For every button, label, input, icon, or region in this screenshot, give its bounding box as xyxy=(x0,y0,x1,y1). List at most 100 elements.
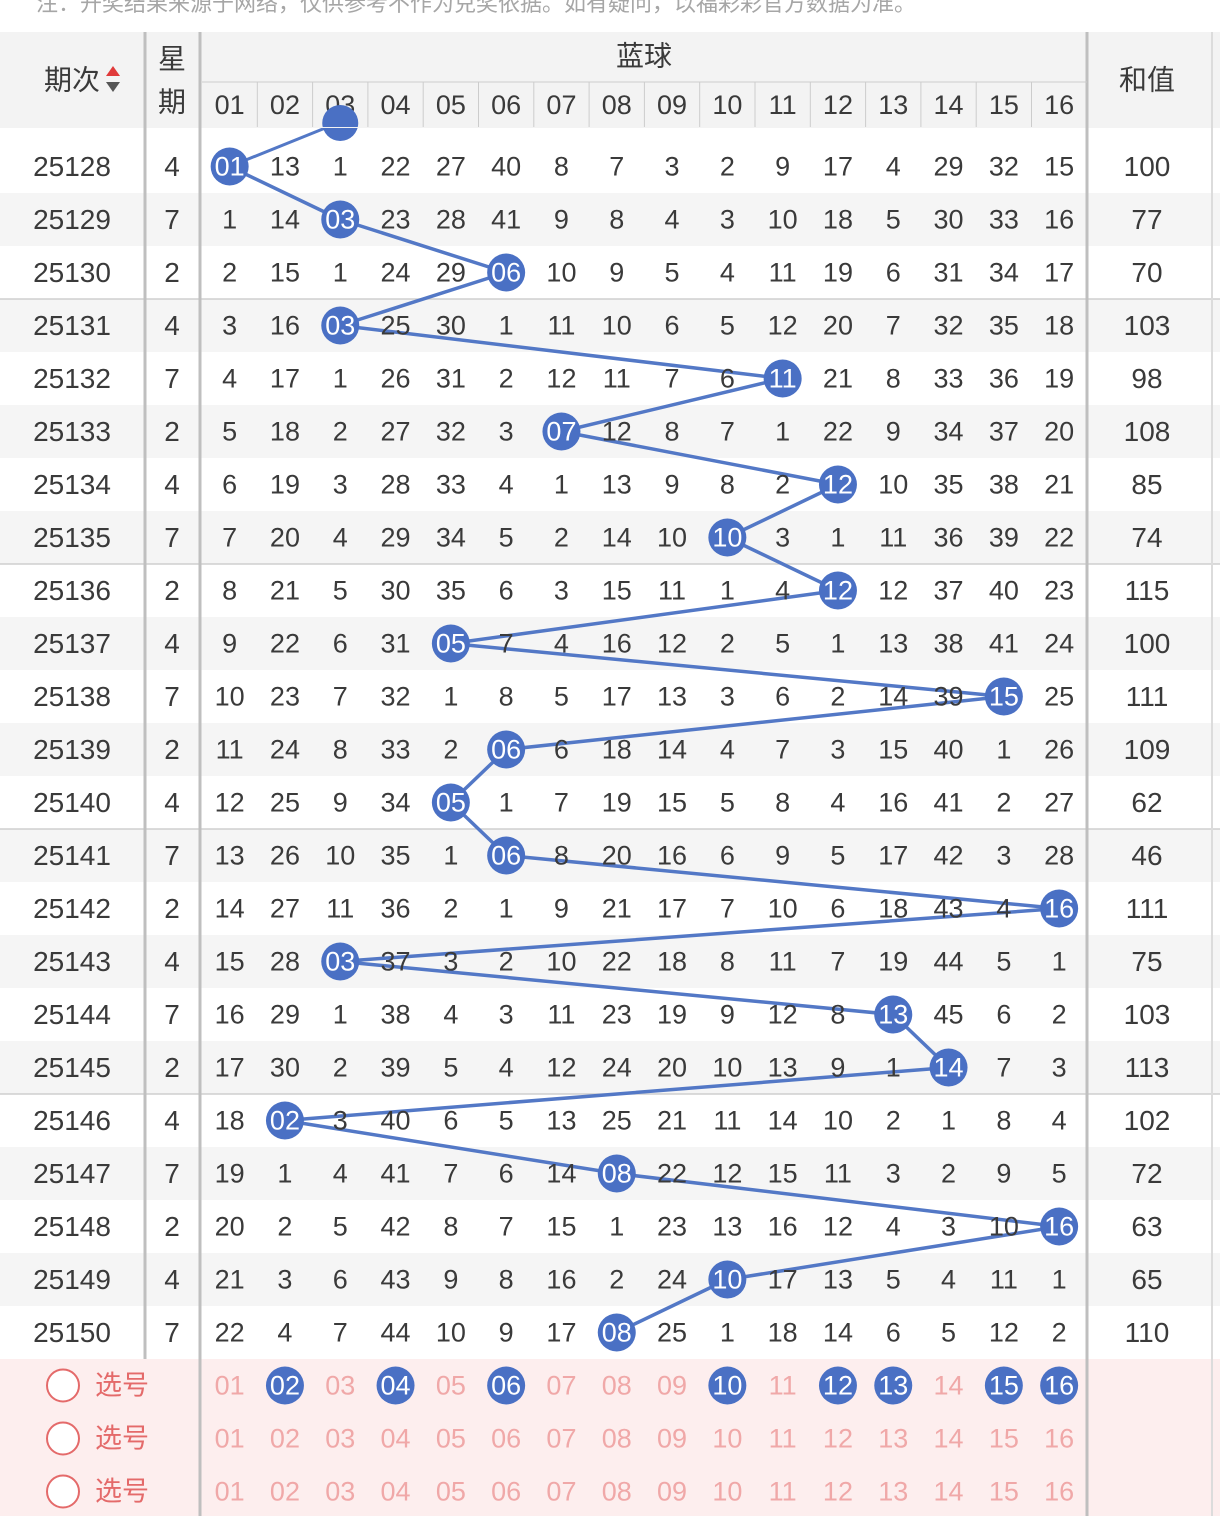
omission-value: 18 xyxy=(270,417,300,447)
select-number[interactable]: 08 xyxy=(602,1424,632,1454)
omission-value: 37 xyxy=(381,947,411,977)
selected-ball[interactable] xyxy=(708,1366,747,1405)
omission-value: 16 xyxy=(1044,205,1074,235)
select-number[interactable]: 15 xyxy=(989,1371,1019,1401)
select-number[interactable]: 13 xyxy=(878,1424,908,1454)
select-number[interactable]: 16 xyxy=(1044,1424,1074,1454)
select-number[interactable]: 07 xyxy=(546,1424,576,1454)
select-number[interactable]: 10 xyxy=(712,1371,742,1401)
omission-value: 2 xyxy=(333,1053,348,1083)
selected-ball[interactable] xyxy=(1040,1366,1079,1405)
select-label[interactable]: 选号 xyxy=(95,1477,149,1507)
select-number[interactable]: 06 xyxy=(491,1424,521,1454)
omission-value: 29 xyxy=(381,523,411,553)
weekday-value: 7 xyxy=(164,363,180,394)
column-number-header: 02 xyxy=(270,90,300,120)
select-number[interactable]: 09 xyxy=(657,1477,687,1507)
select-number[interactable]: 07 xyxy=(546,1371,576,1401)
blue-ball-number: 11 xyxy=(769,364,797,394)
select-radio[interactable] xyxy=(46,1368,80,1403)
select-number[interactable]: 13 xyxy=(878,1477,908,1507)
sort-up-down-icon[interactable] xyxy=(106,66,120,92)
select-number[interactable]: 11 xyxy=(769,1424,797,1454)
select-number[interactable]: 01 xyxy=(215,1371,245,1401)
sum-value: 70 xyxy=(1131,257,1162,288)
omission-value: 12 xyxy=(768,1000,798,1030)
omission-value: 5 xyxy=(886,1265,901,1295)
select-number[interactable]: 03 xyxy=(325,1424,355,1454)
blue-ball-marker xyxy=(818,465,857,504)
select-number[interactable]: 07 xyxy=(546,1477,576,1507)
select-number[interactable]: 16 xyxy=(1044,1477,1074,1507)
select-number[interactable]: 06 xyxy=(491,1371,521,1401)
weekday-value: 4 xyxy=(164,787,180,818)
omission-value: 11 xyxy=(603,364,631,394)
select-number[interactable]: 12 xyxy=(823,1477,853,1507)
select-number[interactable]: 13 xyxy=(878,1371,908,1401)
select-label[interactable]: 选号 xyxy=(95,1371,149,1401)
select-number[interactable]: 03 xyxy=(325,1477,355,1507)
selected-ball[interactable] xyxy=(818,1366,857,1405)
select-number[interactable]: 08 xyxy=(602,1477,632,1507)
select-number[interactable]: 09 xyxy=(657,1371,687,1401)
blue-ball-number: 14 xyxy=(934,1053,964,1083)
omission-value: 8 xyxy=(775,788,790,818)
select-radio[interactable] xyxy=(46,1474,80,1509)
selected-ball[interactable] xyxy=(265,1366,304,1405)
select-number[interactable]: 11 xyxy=(769,1371,797,1401)
blue-ball-marker xyxy=(487,253,526,292)
select-number[interactable]: 01 xyxy=(215,1477,245,1507)
select-number[interactable]: 04 xyxy=(381,1477,411,1507)
omission-value: 44 xyxy=(934,947,964,977)
omission-value: 32 xyxy=(934,311,964,341)
select-label[interactable]: 选号 xyxy=(95,1424,149,1454)
weekday-value: 2 xyxy=(164,734,180,765)
omission-value: 9 xyxy=(830,1053,845,1083)
omission-value: 4 xyxy=(222,364,237,394)
select-number[interactable]: 02 xyxy=(270,1477,300,1507)
table-row xyxy=(0,776,1220,829)
select-number[interactable]: 14 xyxy=(934,1371,964,1401)
omission-value: 2 xyxy=(499,364,514,394)
select-number[interactable]: 04 xyxy=(381,1424,411,1454)
select-number[interactable]: 03 xyxy=(325,1371,355,1401)
select-number[interactable]: 12 xyxy=(823,1424,853,1454)
omission-value: 2 xyxy=(333,417,348,447)
select-number[interactable]: 10 xyxy=(712,1424,742,1454)
selected-ball[interactable] xyxy=(487,1366,526,1405)
select-number[interactable]: 04 xyxy=(381,1371,411,1401)
select-number[interactable]: 16 xyxy=(1044,1371,1074,1401)
select-number[interactable]: 05 xyxy=(436,1371,466,1401)
period-header[interactable]: 期次 xyxy=(44,65,100,96)
omission-value: 15 xyxy=(657,788,687,818)
select-number[interactable]: 15 xyxy=(989,1424,1019,1454)
omission-value: 10 xyxy=(712,1053,742,1083)
selected-ball[interactable] xyxy=(376,1366,415,1405)
select-number[interactable]: 05 xyxy=(436,1424,466,1454)
select-number[interactable]: 10 xyxy=(712,1477,742,1507)
select-radio[interactable] xyxy=(46,1421,80,1456)
omission-value: 2 xyxy=(1052,1000,1067,1030)
select-number[interactable]: 14 xyxy=(934,1477,964,1507)
select-number[interactable]: 05 xyxy=(436,1477,466,1507)
select-number[interactable]: 15 xyxy=(989,1477,1019,1507)
select-number[interactable]: 09 xyxy=(657,1424,687,1454)
omission-value: 15 xyxy=(270,258,300,288)
omission-value: 17 xyxy=(1044,258,1074,288)
selected-ball[interactable] xyxy=(874,1366,913,1405)
omission-value: 10 xyxy=(325,841,355,871)
select-number[interactable]: 08 xyxy=(602,1371,632,1401)
omission-value: 14 xyxy=(823,1318,853,1348)
omission-value: 18 xyxy=(602,735,632,765)
selected-ball[interactable] xyxy=(984,1366,1023,1405)
select-number[interactable]: 14 xyxy=(934,1424,964,1454)
select-number[interactable]: 12 xyxy=(823,1371,853,1401)
select-number[interactable]: 01 xyxy=(215,1424,245,1454)
table-row xyxy=(0,723,1220,776)
select-number[interactable]: 11 xyxy=(769,1477,797,1507)
omission-value: 1 xyxy=(277,1159,292,1189)
select-number[interactable]: 02 xyxy=(270,1371,300,1401)
select-number[interactable]: 06 xyxy=(491,1477,521,1507)
select-number[interactable]: 02 xyxy=(270,1424,300,1454)
omission-value: 38 xyxy=(381,1000,411,1030)
